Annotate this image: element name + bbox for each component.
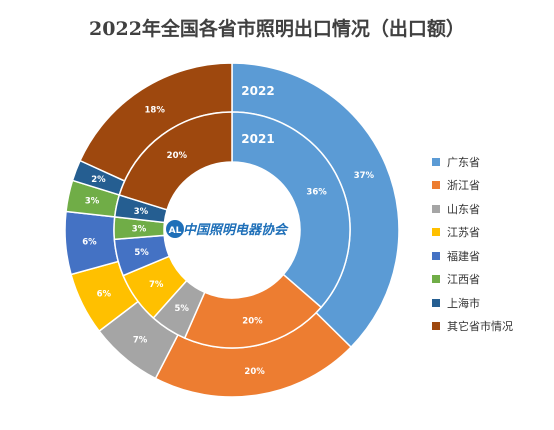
chart-title: 2022年全国各省市照明出口情况（出口额） [89, 18, 465, 40]
legend-swatch-3 [432, 228, 440, 237]
inner-ring-2021 [113, 111, 351, 349]
data-labels: 37% 20% 7% 6% 6% 3% 2% 18% 36% 20% 5% 7% 5% 3% 3% 20% [82, 106, 374, 378]
slice-2021-7 [118, 111, 233, 211]
slice-2021-0 [231, 111, 351, 309]
data-label-2022-0: 37% [354, 171, 375, 181]
legend-swatch-4 [432, 251, 440, 260]
data-label-2021-7: 20% [167, 151, 188, 161]
data-label-2022-5: 3% [85, 197, 100, 207]
legend-item-2: 山东省 [432, 197, 513, 221]
series-name-labels: 2022 2021 [241, 84, 274, 146]
legend-label-7: 其它省市情况 [447, 320, 513, 334]
data-label-2022-2: 7% [133, 336, 148, 346]
legend-label-2: 山东省 [447, 202, 480, 216]
logo-mark-letters: AL [169, 226, 182, 236]
legend-swatch-0 [432, 157, 440, 166]
data-label-2022-4: 6% [82, 237, 97, 247]
legend-item-5: 江西省 [432, 268, 513, 292]
legend-item-3: 江苏省 [432, 221, 513, 245]
data-label-2022-7: 18% [145, 106, 166, 116]
legend-label-4: 福建省 [447, 249, 480, 263]
data-label-2021-6: 3% [134, 207, 149, 217]
logo-mark-icon [166, 220, 184, 238]
legend-label-6: 上海市 [447, 296, 480, 310]
data-label-2021-0: 36% [306, 187, 327, 197]
legend-swatch-2 [432, 204, 440, 213]
legend-label-5: 江西省 [447, 273, 480, 287]
logo-text: 中国照明电器协会 [183, 222, 289, 238]
data-label-2021-5: 3% [132, 225, 147, 235]
data-label-2022-3: 6% [97, 290, 112, 300]
data-label-2021-1: 20% [242, 317, 263, 327]
data-label-2022-1: 20% [244, 367, 265, 377]
legend-item-7: 其它省市情况 [432, 315, 513, 339]
outer-ring-2022 [64, 62, 400, 398]
chart-legend: 广东省浙江省山东省江苏省福建省江西省上海市其它省市情况 [432, 150, 513, 338]
legend-swatch-6 [432, 298, 440, 307]
association-logo: AL 中国照明电器协会 [166, 220, 289, 238]
legend-item-0: 广东省 [432, 150, 513, 174]
data-label-2021-2: 5% [175, 304, 190, 314]
legend-label-1: 浙江省 [447, 179, 480, 193]
legend-swatch-5 [432, 275, 440, 284]
data-label-2022-6: 2% [91, 175, 106, 185]
legend-label-3: 江苏省 [447, 226, 480, 240]
data-label-2021-3: 7% [149, 280, 164, 290]
data-label-2021-4: 5% [134, 248, 149, 258]
series-name-2021: 2021 [241, 132, 274, 146]
legend-swatch-1 [432, 181, 440, 190]
legend-swatch-7 [432, 322, 440, 331]
legend-item-6: 上海市 [432, 291, 513, 315]
legend-item-4: 福建省 [432, 244, 513, 268]
legend-label-0: 广东省 [447, 155, 480, 169]
series-name-2022: 2022 [241, 84, 274, 98]
legend-item-1: 浙江省 [432, 174, 513, 198]
